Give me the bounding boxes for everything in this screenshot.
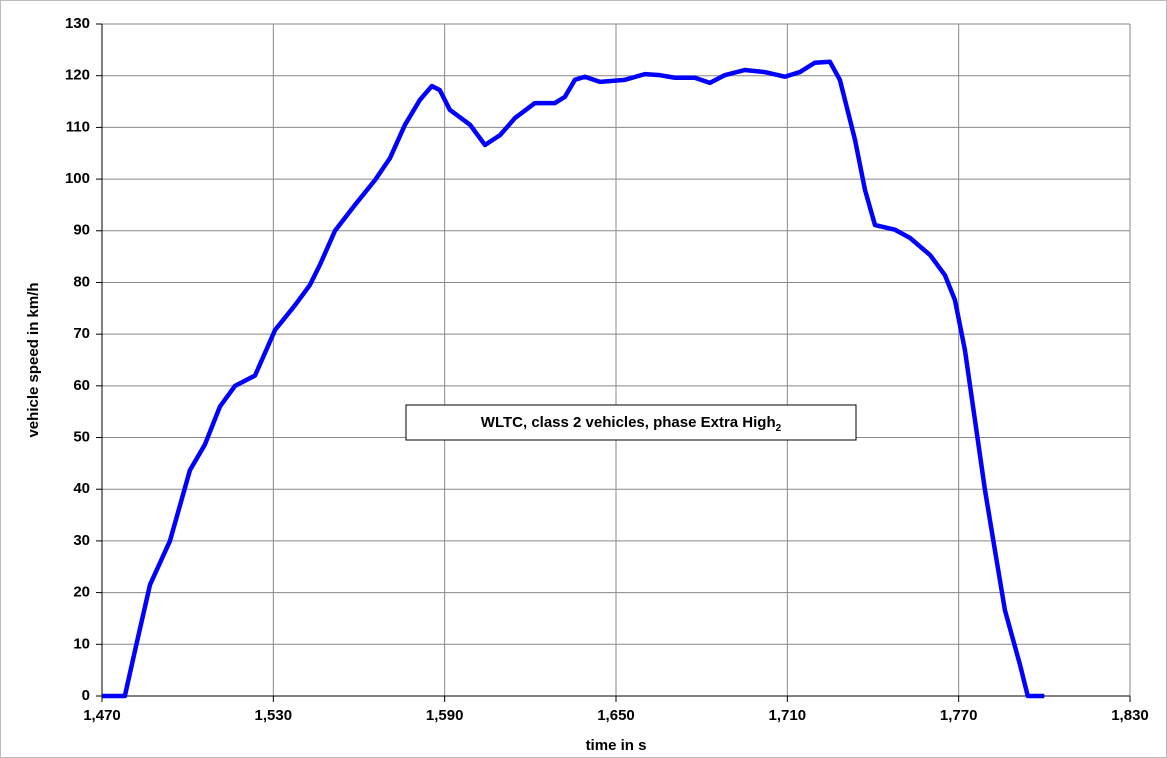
y-tick-label: 10 — [73, 635, 90, 652]
y-tick-label: 50 — [73, 429, 90, 446]
x-tick-label: 1,470 — [83, 707, 121, 724]
y-tick-label: 0 — [82, 687, 90, 704]
data-line — [102, 59, 1045, 699]
x-tick-label: 1,710 — [769, 707, 807, 724]
y-tick-label: 110 — [66, 118, 90, 135]
y-tick-label: 40 — [73, 480, 90, 497]
y-tick-label: 120 — [65, 67, 90, 84]
annotation-box — [405, 404, 857, 441]
x-axis-label: time in s — [586, 737, 647, 754]
y-axis-label: vehicle speed in km/h — [25, 282, 42, 437]
y-tick-label: 70 — [73, 325, 90, 342]
annotation-text: WLTC, class 2 vehicles, phase Extra High — [481, 414, 776, 431]
x-tick-label: 1,650 — [597, 707, 635, 724]
y-tick-label: 80 — [73, 273, 90, 290]
x-tick-label: 1,530 — [255, 707, 293, 724]
y-tick-label: 130 — [65, 15, 90, 32]
x-tick-label: 1,590 — [426, 707, 464, 724]
y-tick-label: 90 — [73, 222, 90, 239]
y-tick-label: 60 — [73, 377, 90, 394]
y-tick-label: 30 — [73, 532, 90, 549]
y-tick-label: 20 — [73, 584, 90, 601]
annotation: WLTC, class 2 vehicles, phase Extra High… — [481, 414, 782, 434]
x-tick-label: 1,770 — [940, 707, 978, 724]
x-tick-label: 1,830 — [1111, 707, 1149, 724]
y-tick-label: 100 — [65, 170, 90, 187]
annotation-subscript: 2 — [776, 423, 782, 434]
